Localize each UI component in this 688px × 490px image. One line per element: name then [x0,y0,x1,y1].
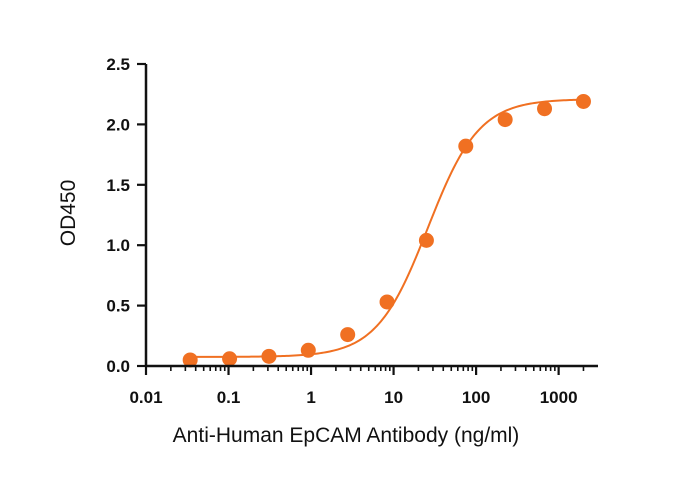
data-point [222,351,238,367]
axes-layer [144,64,598,368]
y-tick-label: 1.0 [106,236,130,255]
y-tick-label: 0.5 [106,297,130,316]
data-point [379,294,395,310]
data-point [497,112,513,128]
data-points-layer [182,93,591,368]
data-point [458,138,474,154]
data-point [537,101,553,117]
data-point [261,348,277,364]
y-tick-label: 1.5 [106,176,130,195]
data-point [575,93,591,109]
x-tick-label: 0.01 [129,388,162,407]
y-tick-label: 0.0 [106,357,130,376]
x-tick-label: 1000 [540,388,578,407]
x-tick-label: 100 [462,388,490,407]
data-point [300,342,316,358]
y-ticks-layer: 0.0 0.5 1.0 1.5 2.0 2.5 [106,55,146,376]
y-axis-title: OD450 [57,180,80,247]
x-tick-label: 10 [384,388,403,407]
x-tick-label: 0.1 [217,388,241,407]
data-point [340,327,356,343]
y-tick-label: 2.5 [106,55,130,74]
x-axis-title: Anti-Human EpCAM Antibody (ng/ml) [173,424,520,447]
fit-curve-layer [190,98,584,358]
x-tick-label: 1 [306,388,315,407]
fit-curve-line [190,98,584,358]
data-point [418,232,434,248]
data-point [182,352,198,368]
x-ticks-layer: 0.01 0.1 1 10 100 1000 [129,366,585,407]
y-tick-label: 2.0 [106,115,130,134]
